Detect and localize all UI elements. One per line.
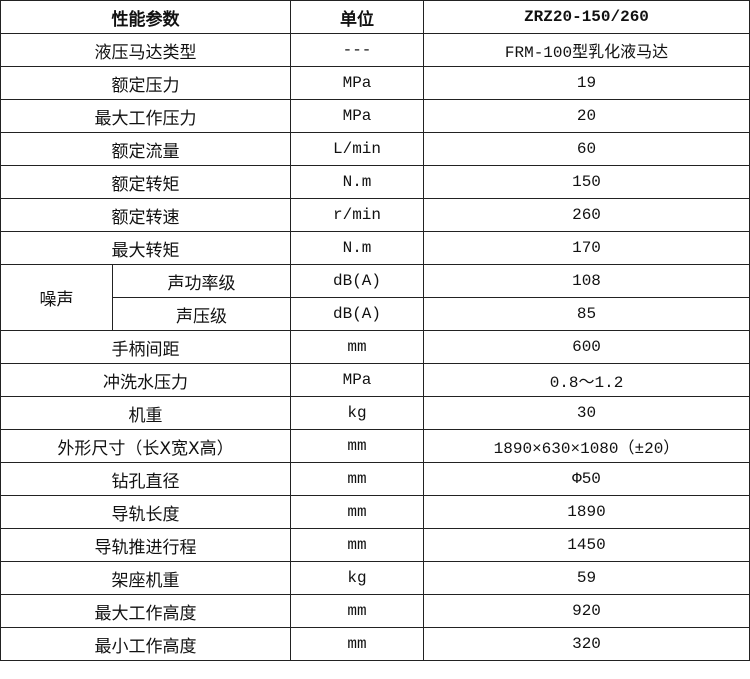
param-value: 19	[423, 66, 750, 100]
table-row: 外形尺寸（长X宽X高） mm 1890×630×1080（±20）	[0, 429, 750, 463]
table-row: 导轨推进行程 mm 1450	[0, 528, 750, 562]
param-name: 额定流量	[0, 132, 291, 166]
param-name: 额定压力	[0, 66, 291, 100]
table-row: 钻孔直径 mm Φ50	[0, 462, 750, 496]
param-unit: MPa	[290, 363, 424, 397]
param-unit: mm	[290, 627, 424, 661]
table-row: 架座机重 kg 59	[0, 561, 750, 595]
param-unit: MPa	[290, 66, 424, 100]
param-unit: N.m	[290, 231, 424, 265]
param-name: 手柄间距	[0, 330, 291, 364]
param-unit: mm	[290, 429, 424, 463]
param-unit: ---	[290, 33, 424, 67]
param-unit: mm	[290, 462, 424, 496]
param-unit: N.m	[290, 165, 424, 199]
param-name: 最大转矩	[0, 231, 291, 265]
param-name: 最小工作高度	[0, 627, 291, 661]
param-name: 机重	[0, 396, 291, 430]
param-name: 最大工作压力	[0, 99, 291, 133]
param-value: 600	[423, 330, 750, 364]
param-name: 冲洗水压力	[0, 363, 291, 397]
param-value: 1450	[423, 528, 750, 562]
table-row: 冲洗水压力 MPa 0.8～1.2	[0, 363, 750, 397]
param-name: 液压马达类型	[0, 33, 291, 67]
param-value: 1890	[423, 495, 750, 529]
table-row: 额定压力 MPa 19	[0, 66, 750, 100]
table-row: 手柄间距 mm 600	[0, 330, 750, 364]
param-name: 外形尺寸（长X宽X高）	[0, 429, 291, 463]
param-unit: mm	[290, 528, 424, 562]
param-value: 20	[423, 99, 750, 133]
table-row: 声压级 dB(A) 85	[1, 297, 750, 331]
param-unit: mm	[290, 594, 424, 628]
noise-group-label: 噪声	[0, 264, 113, 331]
header-param: 性能参数	[0, 0, 291, 34]
param-unit: MPa	[290, 99, 424, 133]
param-value: 150	[423, 165, 750, 199]
param-value: 0.8～1.2	[423, 363, 750, 397]
param-value: 59	[423, 561, 750, 595]
table-row: 导轨长度 mm 1890	[0, 495, 750, 529]
spec-table: 性能参数 单位 ZRZ20-150/260 液压马达类型 --- FRM-100型乳…	[0, 0, 750, 661]
table-row: 最小工作高度 mm 320	[0, 627, 750, 661]
param-name: 钻孔直径	[0, 462, 291, 496]
param-value: 170	[423, 231, 750, 265]
header-model: ZRZ20-150/260	[423, 0, 750, 34]
param-unit: L/min	[290, 132, 424, 166]
param-unit: dB(A)	[290, 297, 424, 331]
param-name: 最大工作高度	[0, 594, 291, 628]
header-row: 性能参数 单位 ZRZ20-150/260	[0, 0, 750, 34]
header-unit: 单位	[290, 0, 424, 34]
table-row: 额定转速 r/min 260	[0, 198, 750, 232]
param-unit: mm	[290, 495, 424, 529]
param-name: 导轨推进行程	[0, 528, 291, 562]
param-unit: dB(A)	[290, 264, 424, 298]
param-value: 260	[423, 198, 750, 232]
table-row: 最大工作高度 mm 920	[0, 594, 750, 628]
table-row: 机重 kg 30	[0, 396, 750, 430]
param-unit: kg	[290, 561, 424, 595]
param-name: 额定转速	[0, 198, 291, 232]
param-name: 声功率级	[112, 264, 291, 298]
param-value: 920	[423, 594, 750, 628]
param-value: 60	[423, 132, 750, 166]
param-unit: mm	[290, 330, 424, 364]
table-row: 最大转矩 N.m 170	[0, 231, 750, 265]
table-row: 噪声 声功率级 dB(A) 108	[0, 264, 750, 331]
param-value: Φ50	[423, 462, 750, 496]
param-name: 架座机重	[0, 561, 291, 595]
param-unit: r/min	[290, 198, 424, 232]
param-unit: kg	[290, 396, 424, 430]
param-value: 1890×630×1080（±20）	[423, 429, 750, 463]
table-row: 液压马达类型 --- FRM-100型乳化液马达	[0, 33, 750, 67]
param-value: FRM-100型乳化液马达	[423, 33, 750, 67]
table-row: 额定转矩 N.m 150	[0, 165, 750, 199]
param-name: 导轨长度	[0, 495, 291, 529]
param-value: 85	[423, 297, 750, 331]
param-value: 30	[423, 396, 750, 430]
param-value: 320	[423, 627, 750, 661]
param-value: 108	[423, 264, 750, 298]
table-row: 额定流量 L/min 60	[0, 132, 750, 166]
param-name: 声压级	[112, 297, 291, 331]
param-name: 额定转矩	[0, 165, 291, 199]
table-row: 最大工作压力 MPa 20	[0, 99, 750, 133]
